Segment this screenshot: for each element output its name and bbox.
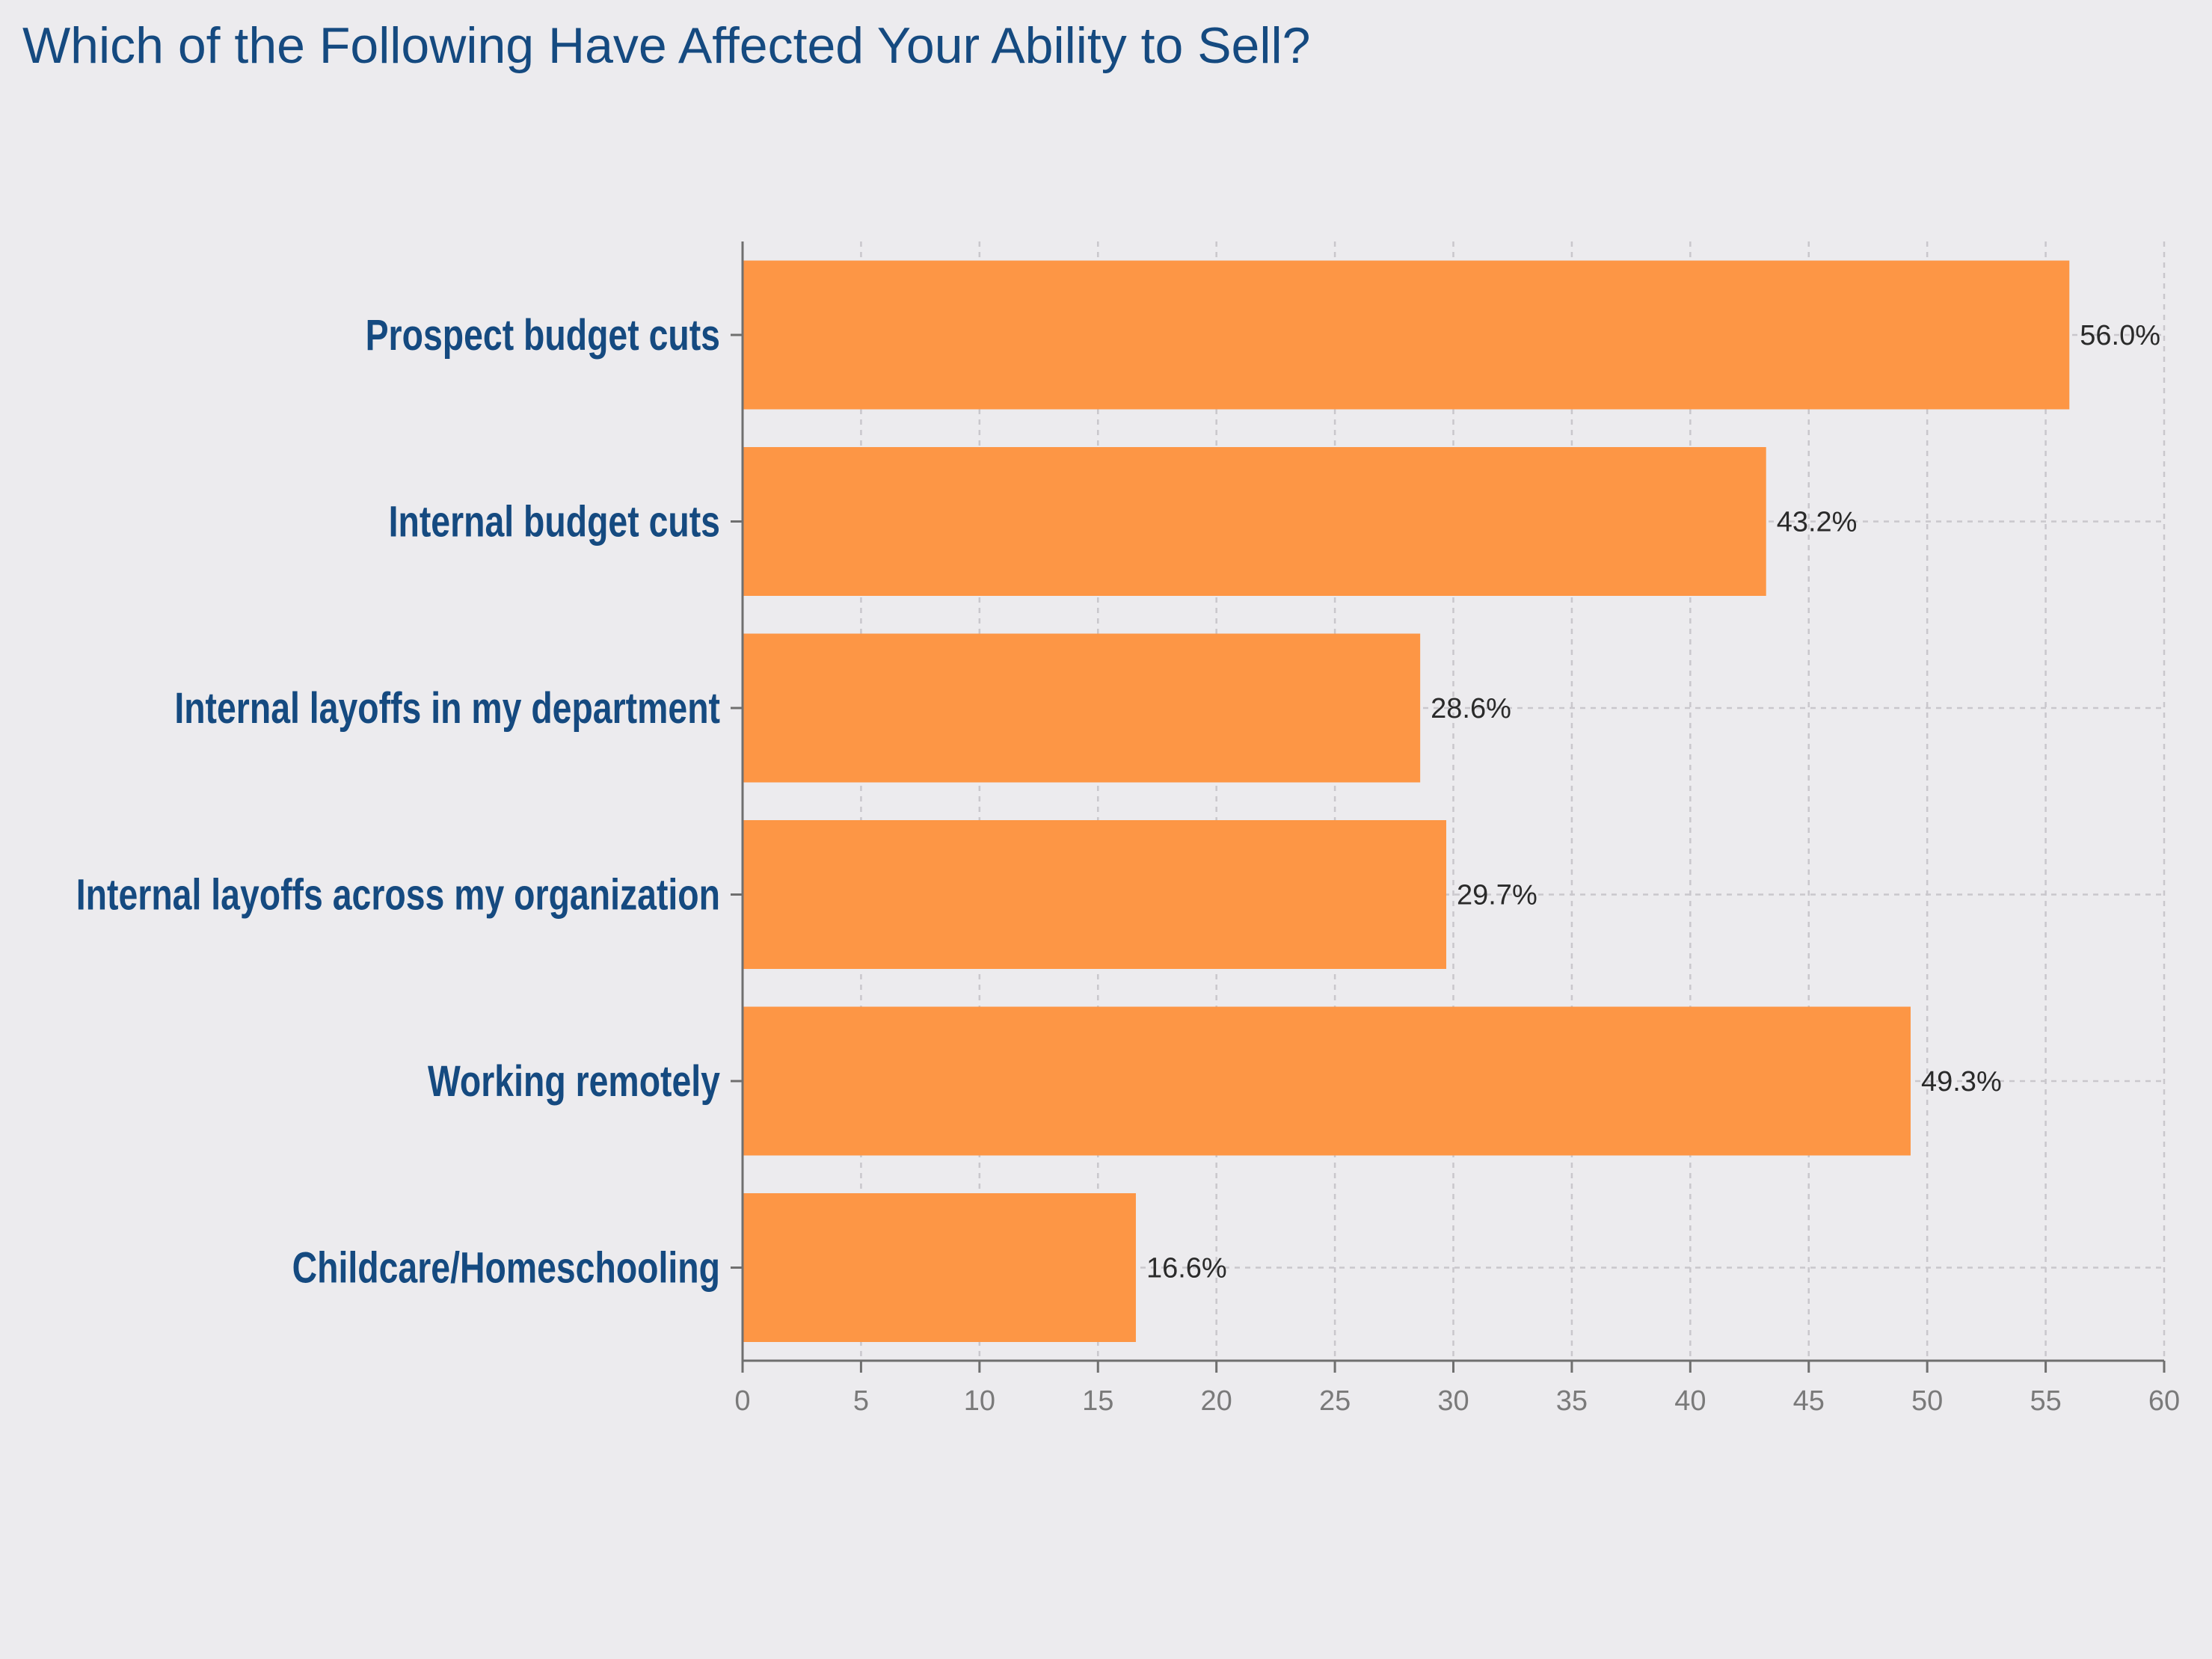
category-label: Internal layoffs across my organization [76, 871, 720, 920]
chart-title: Which of the Following Have Affected You… [22, 17, 1311, 74]
bar-1 [743, 447, 1766, 596]
value-label: 29.7% [1457, 880, 1537, 911]
category-label: Prospect budget cuts [366, 311, 720, 360]
bar-4 [743, 1006, 1911, 1156]
grid-lines [743, 241, 2166, 1361]
value-label: 16.6% [1146, 1253, 1227, 1284]
x-tick-label: 5 [853, 1385, 869, 1417]
x-tick-label: 35 [1556, 1385, 1588, 1417]
x-tick-label: 15 [1082, 1385, 1113, 1417]
x-tick-label: 25 [1319, 1385, 1351, 1417]
bar-3 [743, 820, 1446, 969]
x-tick-label: 50 [1911, 1385, 1943, 1417]
value-label: 28.6% [1431, 693, 1511, 724]
value-label: 56.0% [2080, 320, 2160, 351]
x-tick-label: 40 [1674, 1385, 1706, 1417]
x-tick-label: 45 [1793, 1385, 1825, 1417]
x-tick-label: 55 [2030, 1385, 2061, 1417]
bar-0 [743, 260, 2070, 410]
bar-2 [743, 633, 1421, 783]
category-label: Internal budget cuts [389, 498, 720, 547]
x-tick-label: 30 [1437, 1385, 1469, 1417]
x-tick-label: 20 [1201, 1385, 1232, 1417]
category-label: Childcare/Homeschooling [292, 1244, 720, 1293]
x-tick-label: 0 [734, 1385, 750, 1417]
category-label: Working remotely [428, 1057, 720, 1106]
bar-5 [743, 1193, 1136, 1342]
category-label: Internal layoffs in my department [174, 684, 720, 733]
x-tick-label: 10 [964, 1385, 995, 1417]
bars [743, 260, 2070, 1342]
value-label: 43.2% [1777, 507, 1858, 538]
axes [731, 241, 2166, 1373]
value-label: 49.3% [1921, 1066, 2002, 1098]
labels: 0 5 10 15 20 25 30 35 40 45 50 55 60 Prospect budget … [76, 311, 2180, 1417]
x-tick-label: 60 [2148, 1385, 2180, 1417]
